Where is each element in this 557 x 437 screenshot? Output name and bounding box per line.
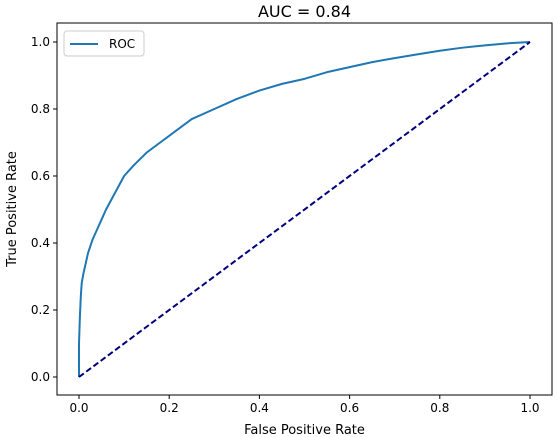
y-tick-label: 0.8 [31, 102, 50, 116]
chance-diagonal-line [78, 41, 531, 378]
legend: ROC [63, 30, 145, 57]
chart-title: AUC = 0.84 [258, 2, 351, 21]
x-tick-label: 0.4 [250, 401, 269, 415]
legend-box [63, 30, 145, 57]
y-tick-label: 0.4 [31, 236, 50, 250]
x-tick-label: 0.2 [160, 401, 179, 415]
axes-layer: 0.0 0.2 0.4 0.6 0.8 1.0 0.0 0.2 0.4 0.6 0.8 1.0 [31, 22, 553, 415]
y-axis-title: True Positive Rate [5, 151, 20, 268]
legend-label-roc: ROC [109, 37, 135, 51]
series-layer [78, 41, 531, 378]
y-tick-label: 0.2 [31, 303, 50, 317]
x-axis-title: False Positive Rate [244, 423, 365, 437]
x-tick-label: 0.8 [430, 401, 449, 415]
x-tick-label: 1.0 [520, 401, 539, 415]
x-tick-label: 0.6 [340, 401, 359, 415]
x-tick-label: 0.0 [69, 401, 88, 415]
y-tick-label: 0.0 [31, 370, 50, 384]
y-tick-label: 1.0 [31, 35, 50, 49]
y-tick-label: 0.6 [31, 169, 50, 183]
series-line-roc [78, 41, 531, 377]
plot-frame [56, 22, 553, 396]
